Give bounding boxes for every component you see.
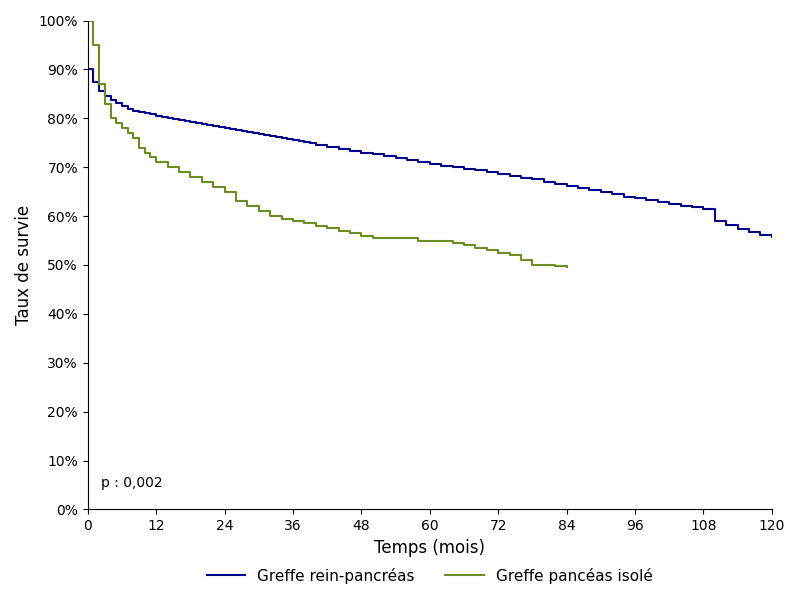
- Text: p : 0,002: p : 0,002: [102, 476, 163, 490]
- Y-axis label: Taux de survie: Taux de survie: [15, 205, 33, 325]
- X-axis label: Temps (mois): Temps (mois): [374, 539, 486, 557]
- Legend: Greffe rein-pancréas, Greffe pancéas isolé: Greffe rein-pancréas, Greffe pancéas iso…: [201, 562, 658, 590]
